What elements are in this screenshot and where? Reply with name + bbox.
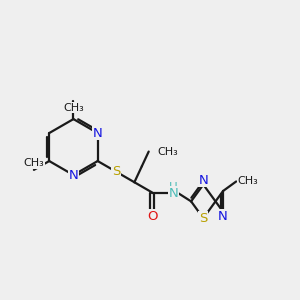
Text: CH₃: CH₃ — [63, 103, 84, 113]
Text: S: S — [199, 212, 208, 225]
Text: N: N — [198, 174, 208, 187]
Text: CH₃: CH₃ — [23, 158, 44, 168]
Text: CH₃: CH₃ — [238, 176, 258, 187]
Text: N: N — [69, 169, 78, 182]
Text: N: N — [93, 127, 103, 140]
Text: N: N — [218, 210, 228, 223]
Text: N: N — [169, 187, 178, 200]
Text: S: S — [112, 165, 120, 178]
Text: H: H — [169, 181, 178, 194]
Text: CH₃: CH₃ — [157, 147, 178, 157]
Text: O: O — [147, 210, 158, 223]
